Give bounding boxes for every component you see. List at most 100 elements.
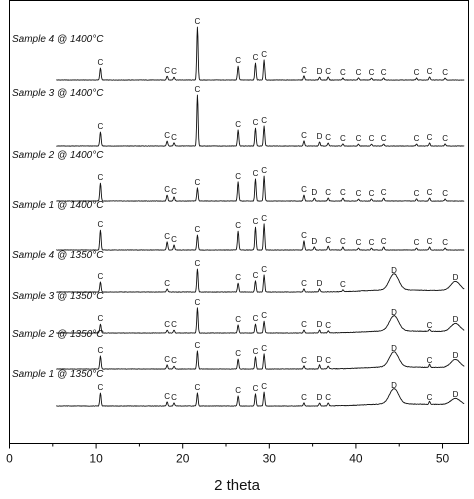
peak-label: C <box>356 238 362 247</box>
peak-label: C <box>98 272 104 281</box>
series-label: Sample 1 @ 1350°C <box>12 369 104 380</box>
peak-label: C <box>381 68 387 77</box>
peak-label: C <box>164 185 170 194</box>
peak-label: D <box>311 237 317 246</box>
peak-label: C <box>253 118 259 127</box>
peak-label: C <box>427 356 433 365</box>
peak-label: D <box>311 188 317 197</box>
series-label: Sample 4 @ 1400°C <box>12 34 104 45</box>
peak-label: C <box>164 320 170 329</box>
peak-label: C <box>98 220 104 229</box>
peak-label: C <box>325 321 331 330</box>
peak-label: C <box>195 341 201 350</box>
peak-label: D <box>391 381 397 390</box>
peak-label: C <box>98 346 104 355</box>
peak-label: C <box>98 122 104 131</box>
peak-label: C <box>253 53 259 62</box>
peak-label: C <box>340 237 346 246</box>
series-trace <box>56 388 465 407</box>
peak-label: C <box>253 347 259 356</box>
x-tick-label: 40 <box>349 452 363 466</box>
peak-label: D <box>317 279 323 288</box>
peak-label: C <box>195 259 201 268</box>
peak-label: C <box>195 383 201 392</box>
x-axis: 0 10 20 30 40 50 <box>6 443 450 466</box>
peak-label: C <box>301 356 307 365</box>
x-tick-label: 50 <box>436 452 450 466</box>
peak-label: C <box>414 238 420 247</box>
series-4: Sample 1 @ 1400°CCC CC C C CCD C C C C C C C C <box>12 200 465 251</box>
peak-label: D <box>317 393 323 402</box>
series-1: Sample 4 @ 1400°CCC CCC C CC D C C C C C C C C <box>12 17 465 81</box>
peak-label: C <box>442 189 448 198</box>
peak-label: C <box>253 384 259 393</box>
peak-label: C <box>164 131 170 140</box>
peak-label: C <box>414 134 420 143</box>
peak-label: C <box>253 217 259 226</box>
peak-label: C <box>261 382 267 391</box>
peak-label: C <box>381 134 387 143</box>
x-tick-label: 10 <box>89 452 103 466</box>
peak-label: C <box>356 134 362 143</box>
peak-label: C <box>427 188 433 197</box>
peak-label: C <box>164 355 170 364</box>
peak-label: C <box>195 178 201 187</box>
peak-label: C <box>235 273 241 282</box>
x-tick-label: 0 <box>6 452 13 466</box>
peak-label: D <box>391 308 397 317</box>
peak-label: D <box>317 132 323 141</box>
peak-label: C <box>171 133 177 142</box>
peak-label: C <box>427 393 433 402</box>
peak-label: C <box>195 298 201 307</box>
peak-label: C <box>381 237 387 246</box>
peak-label: C <box>369 68 375 77</box>
peak-label: C <box>414 68 420 77</box>
peak-label: C <box>414 189 420 198</box>
peak-label: C <box>381 188 387 197</box>
peak-label: C <box>195 225 201 234</box>
peak-label: C <box>340 68 346 77</box>
series-trace <box>56 94 465 147</box>
peak-label: D <box>317 67 323 76</box>
peak-label: C <box>325 133 331 142</box>
peak-label: C <box>164 66 170 75</box>
series-label: Sample 4 @ 1350°C <box>12 250 104 261</box>
peak-label: D <box>317 320 323 329</box>
peak-label: C <box>235 172 241 181</box>
peak-label: C <box>253 314 259 323</box>
peak-label: C <box>235 221 241 230</box>
peak-label: C <box>171 320 177 329</box>
peak-label: C <box>98 173 104 182</box>
peak-label: C <box>164 279 170 288</box>
peak-label: C <box>261 166 267 175</box>
x-tick-label: 30 <box>263 452 277 466</box>
peak-label: C <box>171 393 177 402</box>
peak-label: C <box>235 120 241 129</box>
peak-label: C <box>164 392 170 401</box>
series-2: Sample 3 @ 1400°CCC CCC C CC D C C C C C C C C <box>12 85 465 147</box>
x-axis-label: 2 theta <box>214 477 261 494</box>
peak-label: C <box>235 386 241 395</box>
peak-label: C <box>235 56 241 65</box>
peak-label: D <box>453 315 459 324</box>
peak-label: C <box>195 85 201 94</box>
peak-label: C <box>325 393 331 402</box>
series-trace <box>56 268 465 293</box>
peak-label: C <box>253 169 259 178</box>
plot-frame <box>9 0 469 444</box>
peak-label: C <box>261 116 267 125</box>
peak-label: C <box>301 279 307 288</box>
peak-label: C <box>340 134 346 143</box>
peak-label: C <box>340 188 346 197</box>
peak-label: C <box>195 17 201 26</box>
peak-label: C <box>301 185 307 194</box>
peak-label: C <box>340 280 346 289</box>
series-8: Sample 1 @ 1350°CCC CC C C CC D CDC D <box>12 369 465 407</box>
peak-label: C <box>261 311 267 320</box>
peak-label: C <box>356 68 362 77</box>
peak-label: C <box>325 188 331 197</box>
